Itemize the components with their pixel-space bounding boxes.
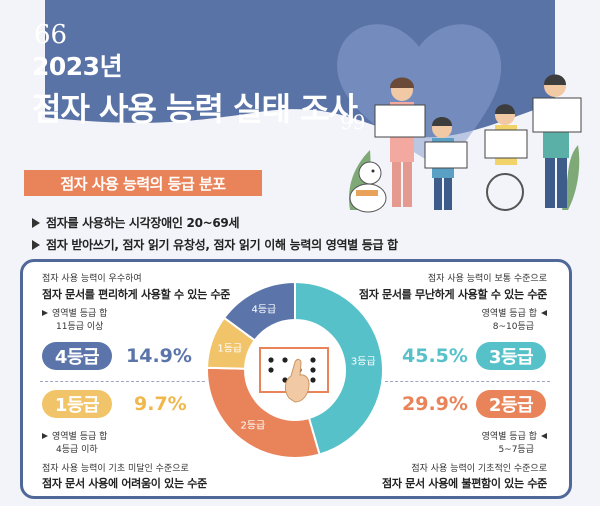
grade2-criteria: 영역별 등급 합 <box>482 429 547 442</box>
grade4-desc-small: 점자 사용 능력이 우수하여 <box>42 274 142 284</box>
guide-dog-icon <box>349 161 387 213</box>
bullet-item: 점자를 사용하는 시각장애인 20~69세 <box>32 214 240 231</box>
header-banner <box>45 0 555 170</box>
grade3-desc-strong: 점자 문서를 무난하게 사용할 수 있는 수준 <box>358 288 547 301</box>
grade2-criteria-range: 5~7등급 <box>498 445 534 455</box>
grade3-percent: 45.5% <box>402 345 468 367</box>
person-icon <box>484 104 528 211</box>
triangle-bullet-icon <box>32 240 40 250</box>
grade2-percent: 29.9% <box>402 393 468 415</box>
people-illustration <box>349 74 582 213</box>
triangle-bullet-icon <box>42 310 48 316</box>
grade-donut-chart: 3등급 2등급 1등급 4등급 <box>206 280 384 459</box>
donut-label-g4: 4등급 <box>251 303 276 315</box>
person-icon <box>532 74 582 208</box>
grade1-badge: 1등급 <box>42 390 112 418</box>
grade3-criteria: 영역별 등급 합 <box>482 306 547 319</box>
grade1-criteria: 영역별 등급 합 <box>42 429 107 442</box>
grade3-desc-small: 점자 사용 능력이 보통 수준으로 <box>427 274 547 284</box>
page-title: 점자 사용 능력 실태 조사 <box>32 90 358 128</box>
person-icon <box>424 117 468 210</box>
bullet-item: 점자 받아쓰기, 점자 읽기 유창성, 점자 읽기 이해 능력의 영역별 등급 … <box>32 236 398 253</box>
triangle-bullet-icon <box>42 433 48 439</box>
grade1-desc-strong: 점자 문서 사용에 어려움이 있는 수준 <box>42 477 207 490</box>
grade1-criteria-range: 4등급 이하 <box>56 445 98 455</box>
grade4-percent: 14.9% <box>126 345 192 367</box>
close-quote-mark: 99 <box>340 110 366 134</box>
grade3-criteria-range: 8~10등급 <box>492 322 534 332</box>
grade4-criteria: 영역별 등급 합 <box>42 306 107 319</box>
grade1-percent: 9.7% <box>134 393 187 415</box>
grade2-badge: 2등급 <box>476 390 546 418</box>
grade2-desc-strong: 점자 문서 사용에 불편함이 있는 수준 <box>382 477 547 490</box>
grade4-criteria-range: 11등급 이상 <box>56 322 104 332</box>
survey-year: 2023년 <box>32 52 123 81</box>
person-icon <box>374 77 426 207</box>
divider <box>385 381 550 382</box>
donut-label-g2: 2등급 <box>240 420 265 432</box>
donut-label-g1: 1등급 <box>217 343 242 355</box>
section-title-ribbon: 점자 사용 능력의 등급 분포 <box>24 170 262 196</box>
open-quote-mark: 66 <box>34 20 68 50</box>
hand-icon <box>284 359 310 403</box>
grade2-desc-small: 점자 사용 능력이 기초적인 수준으로 <box>411 464 547 474</box>
grade4-badge: 4등급 <box>42 342 112 370</box>
grade3-badge: 3등급 <box>476 342 546 370</box>
grade1-desc-small: 점자 사용 능력이 기초 미달인 수준으로 <box>42 464 189 474</box>
triangle-bullet-icon <box>32 218 40 228</box>
triangle-bullet-icon <box>541 310 547 316</box>
triangle-bullet-icon <box>541 433 547 439</box>
donut-label-g3: 3등급 <box>351 355 376 367</box>
divider <box>40 381 220 382</box>
grade4-desc-strong: 점자 문서를 편리하게 사용할 수 있는 수준 <box>42 288 231 301</box>
